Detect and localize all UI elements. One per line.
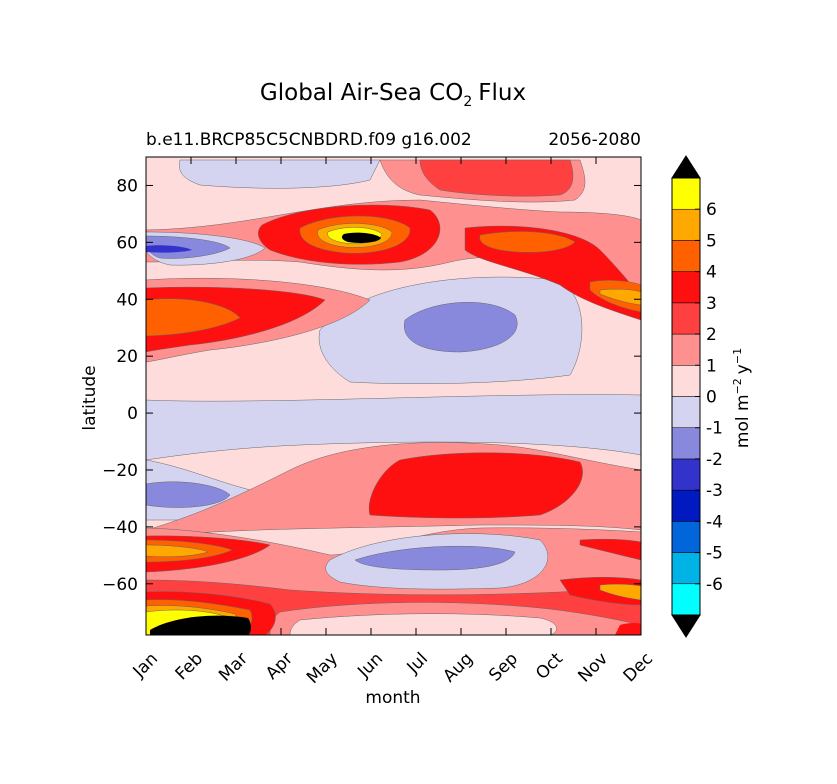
contour-band <box>419 159 574 197</box>
contour-band <box>368 452 583 519</box>
chart-subtitle-left: b.e11.BRCP85C5CNBDRD.f09 g16.002 <box>146 130 472 150</box>
contour-band <box>146 481 231 508</box>
x-tick-label: Jul <box>403 649 432 678</box>
colorbar-under-arrow <box>671 614 701 638</box>
colorbar-segment <box>671 521 701 553</box>
x-tick-label: Oct <box>532 649 567 684</box>
x-tick-label: Dec <box>620 649 657 686</box>
colorbar-label: mol m−2y−1 <box>731 348 753 448</box>
x-tick-label: Mar <box>215 649 252 686</box>
contour-band <box>341 232 381 243</box>
colorbar-segment <box>671 552 701 585</box>
colorbar-segment <box>671 396 701 428</box>
plot-area <box>146 157 641 635</box>
contour-band <box>599 288 641 306</box>
y-tick-label: 60 <box>116 233 138 253</box>
colorbar-segment <box>671 458 701 491</box>
plot-frame <box>145 156 642 636</box>
colorbar-tick-label: -5 <box>706 544 723 564</box>
colorbar-segment <box>671 271 701 304</box>
colorbar-tick-label: 1 <box>706 356 717 376</box>
contour-band <box>146 245 192 253</box>
chart-subtitle-right: 2056-2080 <box>548 130 641 150</box>
colorbar-tick-label: 6 <box>706 200 717 220</box>
colorbar-over-arrow <box>671 155 701 179</box>
x-tick-label: May <box>303 649 342 688</box>
colorbar-tick-label: 5 <box>706 231 717 251</box>
y-tick-label: −20 <box>102 461 138 481</box>
colorbar-segment <box>671 583 701 616</box>
x-tick-label: Sep <box>485 649 522 686</box>
contour-band <box>579 538 641 561</box>
y-tick-label: 80 <box>116 176 138 196</box>
colorbar-tick-label: 2 <box>706 325 717 345</box>
contour-band <box>615 623 641 635</box>
colorbar-tick-label: -1 <box>706 419 723 439</box>
x-tick-label: Apr <box>262 649 297 684</box>
colorbar-segment <box>671 427 701 460</box>
colorbar-segment <box>671 302 701 335</box>
contour-band <box>354 545 516 571</box>
y-axis: 80 60 40 20 0 −20 −40 −60 <box>102 176 641 595</box>
colorbar-segment <box>671 365 701 397</box>
colorbar-segment <box>671 177 701 210</box>
colorbar-tick-label: 0 <box>706 388 717 408</box>
contour-band <box>289 613 557 635</box>
colorbar-segment <box>671 208 701 241</box>
colorbar-segment <box>671 240 701 272</box>
x-tick-label: Aug <box>439 649 477 687</box>
colorbar: -6 -5 -4 -3 -2 -1 0 1 2 3 4 5 6 <box>671 155 723 638</box>
contour-band <box>146 298 241 337</box>
contour-band <box>599 583 641 601</box>
colorbar-segment <box>671 333 701 366</box>
contour-band <box>146 544 209 558</box>
y-tick-label: 0 <box>127 404 138 424</box>
contour-band <box>479 231 576 253</box>
x-axis-label: month <box>365 688 420 708</box>
contour-band <box>146 394 641 461</box>
x-tick-label: Jun <box>353 649 387 683</box>
x-tick-label: Feb <box>172 649 207 684</box>
y-axis-label: latitude <box>80 365 100 430</box>
y-tick-label: 20 <box>116 347 138 367</box>
y-tick-label: −40 <box>102 518 138 538</box>
colorbar-tick-label: -3 <box>706 481 723 501</box>
y-tick-label: −60 <box>102 575 138 595</box>
colorbar-tick-label: 4 <box>706 263 717 283</box>
colorbar-tick-label: -6 <box>706 575 723 595</box>
x-tick-label: Nov <box>574 649 612 687</box>
contour-band <box>150 615 251 635</box>
colorbar-tick-label: 3 <box>706 294 717 314</box>
colorbar-tick-label: -2 <box>706 450 723 470</box>
y-tick-label: 40 <box>116 290 138 310</box>
x-tick-label: Jan <box>129 649 162 682</box>
contour-band <box>403 302 518 353</box>
colorbar-tick-label: -4 <box>706 512 723 532</box>
colorbar-segment <box>671 489 701 522</box>
contour-band <box>179 159 381 189</box>
chart-title: Global Air-Sea CO2 Flux <box>260 80 526 110</box>
